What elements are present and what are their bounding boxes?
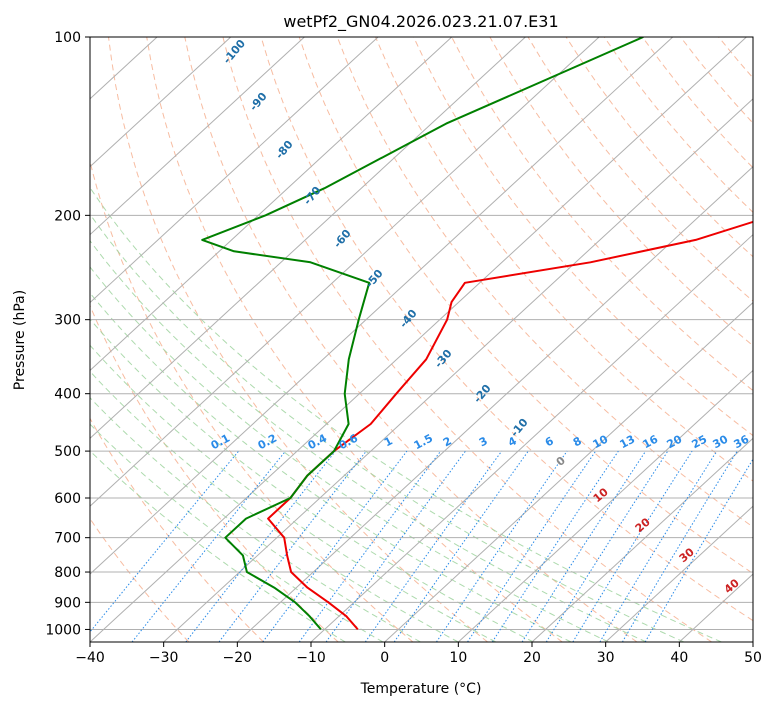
mixing-ratio-label: 25	[690, 433, 710, 452]
dry-adiabat-line	[90, 304, 339, 642]
isotherm-line	[384, 301, 753, 642]
y-tick-label: 600	[54, 491, 81, 507]
isotherm-line	[163, 98, 753, 642]
mixing-ratio-line	[298, 450, 442, 642]
x-tick-label: −40	[75, 650, 105, 666]
moist-adiabat-line	[90, 239, 647, 642]
mixing-ratio-label: 16	[641, 432, 661, 451]
x-tick-label: 30	[597, 650, 615, 666]
moist-adiabat-line	[90, 266, 609, 642]
dry-adiabat-line	[260, 37, 753, 622]
y-tick-label: 400	[54, 387, 81, 403]
mixing-ratio-label: 30	[711, 432, 731, 451]
y-tick-label: 1000	[45, 622, 81, 638]
isotherm-line	[90, 37, 232, 168]
mixing-ratio-line	[364, 450, 503, 642]
isotherm-line	[90, 37, 379, 304]
mixing-ratio-line	[262, 450, 408, 642]
dry-adiabat-line	[451, 37, 753, 392]
x-tick-label: −10	[296, 650, 326, 666]
y-axis-label: Pressure (hPa)	[12, 290, 28, 390]
temperature-profile-line	[267, 220, 753, 631]
y-tick-label: 900	[54, 595, 81, 611]
mixing-ratio-label: 20	[665, 432, 685, 451]
y-tick-label: 200	[54, 208, 81, 224]
moist-adiabat-line	[90, 397, 421, 642]
dry-adiabat-line	[527, 37, 753, 302]
x-tick-label: 0	[380, 650, 389, 666]
y-tick-label: 500	[54, 444, 81, 460]
x-axis-label: Temperature (°C)	[360, 681, 482, 697]
x-tick-label: 10	[449, 650, 467, 666]
y-tick-label: 300	[54, 313, 81, 329]
dry-adiabat-line	[413, 37, 753, 437]
plot-frame	[89, 36, 754, 643]
isotherm-line	[310, 233, 753, 642]
isotherm-line	[236, 166, 753, 642]
y-tick-label: 800	[54, 565, 81, 581]
chart-title: wetPf2_GN04.2026.023.21.07.E31	[283, 12, 558, 32]
x-tick-label: −20	[223, 650, 253, 666]
mixing-ratio-label: 13	[618, 433, 638, 452]
dry-adiabat-line	[489, 37, 753, 347]
moist-adiabat-line	[90, 186, 722, 642]
y-tick-label: 700	[54, 531, 81, 547]
mixing-ratio-line	[621, 450, 738, 642]
mixing-ratio-line	[131, 450, 286, 642]
isotherm-line	[90, 37, 305, 236]
mixing-ratio-line	[572, 450, 693, 642]
isotherm-line	[457, 369, 753, 642]
moist-adiabat-line	[90, 213, 685, 642]
mixing-ratio-line	[218, 450, 367, 642]
moist-adiabat-line	[90, 318, 534, 642]
isotherm-line	[531, 437, 753, 642]
mixing-ratio-line	[393, 450, 529, 642]
moist-adiabat-line	[90, 292, 572, 642]
mixing-ratio-line	[545, 450, 669, 642]
dewpoint-profile-line	[201, 37, 644, 631]
moist-adiabat-line	[90, 370, 459, 642]
mixing-ratio-line	[599, 450, 718, 642]
mixing-ratio-label: 36	[732, 432, 752, 451]
mixing-ratio-line	[185, 450, 336, 642]
mixing-ratio-label: 10	[591, 432, 611, 451]
dry-adiabat-line	[90, 417, 264, 642]
dry-adiabat-line	[298, 37, 753, 575]
isotherm-line	[90, 37, 674, 575]
x-tick-label: 40	[670, 650, 688, 666]
mixing-ratio-line	[521, 450, 647, 642]
x-tick-label: −30	[149, 650, 179, 666]
dry-adiabat-line	[184, 37, 638, 642]
dry-adiabat-line	[90, 159, 414, 642]
x-tick-label: 50	[744, 650, 762, 666]
mixing-ratio-line	[325, 450, 466, 642]
isotherm-line	[605, 505, 753, 642]
isotherm-line	[90, 37, 526, 439]
moist-adiabat-line	[90, 344, 497, 642]
mixing-ratio-line	[467, 450, 597, 642]
isotherm-line	[90, 37, 453, 372]
isotherm-line	[90, 37, 600, 507]
y-tick-label: 100	[54, 30, 81, 46]
dry-adiabat-line	[146, 37, 563, 642]
moist-adiabat-line	[90, 423, 384, 642]
dry-adiabat-line	[375, 37, 753, 482]
mixing-ratio-line	[435, 450, 568, 642]
x-tick-label: 20	[523, 650, 541, 666]
isotherm-line	[90, 37, 747, 642]
